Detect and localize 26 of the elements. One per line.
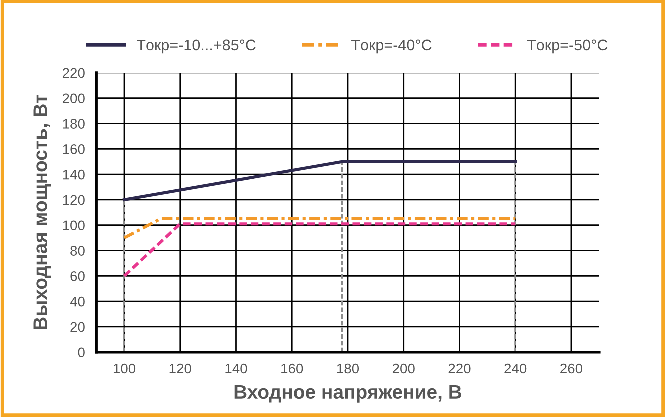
x-tick-label: 100 bbox=[114, 364, 136, 374]
x-axis-title: Входное напряжение, В bbox=[234, 385, 462, 403]
y-tick-label: 220 bbox=[62, 68, 85, 78]
y-tick-label: 40 bbox=[70, 296, 85, 307]
y-tick-label: 100 bbox=[63, 220, 85, 231]
y-tick-label: 80 bbox=[70, 246, 85, 256]
x-tick-label: 220 bbox=[448, 364, 471, 374]
y-tick-label: 120 bbox=[63, 195, 85, 206]
y-tick-label: 180 bbox=[63, 119, 85, 129]
legend-label: Tокр=-10...+85°C bbox=[137, 40, 256, 54]
legend-label: Tокр=-40°C bbox=[352, 40, 432, 54]
y-axis-title: Выходная мощность, Вт bbox=[34, 95, 52, 330]
x-tick-label: 140 bbox=[226, 364, 248, 374]
y-tick-label: 200 bbox=[62, 94, 85, 104]
x-tick-label: 200 bbox=[392, 364, 415, 374]
y-tick-label: 0 bbox=[78, 348, 85, 358]
y-tick-label: 160 bbox=[63, 144, 85, 154]
legend-label: Tокр=-50°C bbox=[527, 40, 608, 54]
x-tick-label: 180 bbox=[337, 364, 360, 374]
y-tick-label: 140 bbox=[63, 170, 85, 180]
x-tick-label: 260 bbox=[560, 364, 583, 374]
y-tick-label: 20 bbox=[70, 322, 85, 332]
y-tick-label: 60 bbox=[70, 272, 85, 282]
x-tick-label: 240 bbox=[504, 364, 527, 374]
x-tick-label: 160 bbox=[282, 364, 304, 374]
x-tick-label: 120 bbox=[170, 364, 192, 374]
